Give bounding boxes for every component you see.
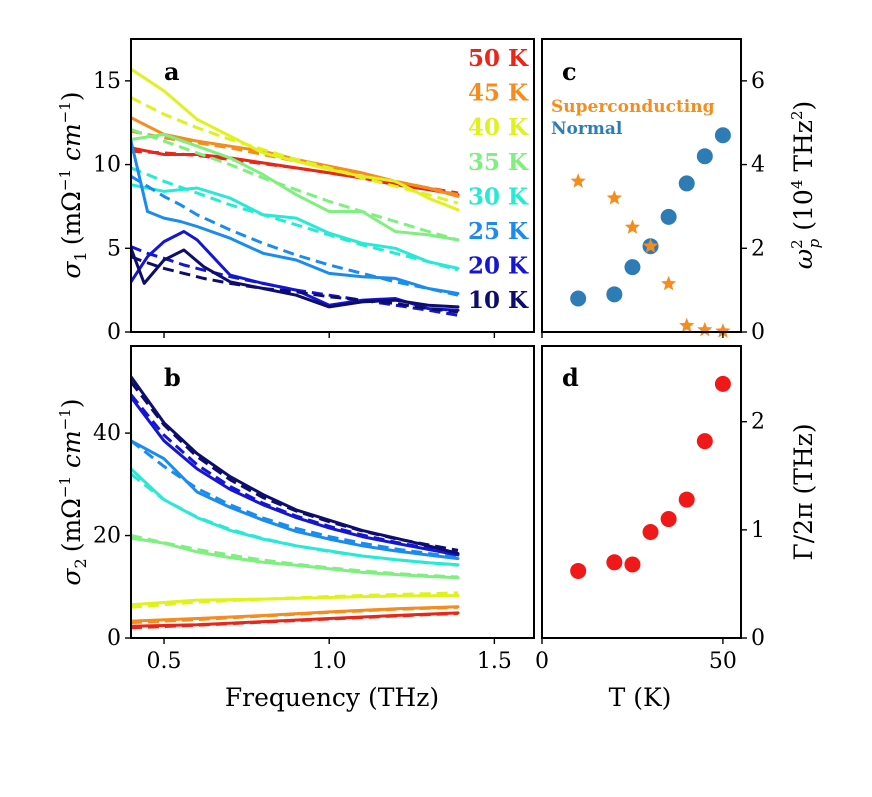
panel-d-xtick-label-0: 0 <box>535 649 549 674</box>
superconducting-point-6 <box>697 321 713 337</box>
panel-b-xtick-label-1: 1.0 <box>312 649 347 674</box>
panel-b-line-35k <box>131 536 460 580</box>
legend-temp-40k: 40 K <box>468 114 529 141</box>
normal-point-0 <box>570 290 587 307</box>
legend-superconducting: Superconducting <box>551 97 715 117</box>
panel-b-xtick-label-0: 0.5 <box>147 649 182 674</box>
panel-c-letter: c <box>562 57 577 86</box>
panel-c-ylabel: ω2p(104 THz2) <box>788 101 823 270</box>
panel-a-ytick-label-0: 0 <box>107 320 121 345</box>
panel-b-letter: b <box>164 363 181 392</box>
panel-b: 0 20 40 0.5 1.0 1.5 b σ2(mΩ−1 cm−1) Frequency… <box>56 345 535 712</box>
panel-a-ytick-label-1: 5 <box>107 236 121 261</box>
panel-b-xlabel: Frequency (THz) <box>225 683 439 712</box>
panel-d-ytick-label-0: 0 <box>751 626 765 651</box>
legend-temp-25k: 25 K <box>468 218 529 245</box>
panel-a-frame <box>130 38 535 333</box>
panel-a-ytick-label-3: 15 <box>93 69 121 94</box>
gamma-point-2 <box>624 556 641 573</box>
panel-a-line-10k <box>131 246 460 309</box>
panel-a-fit-25k <box>131 175 459 297</box>
panel-a: 0 5 10 15 a 50 K 45 K 40 K 35 K 30 K 25 K 20 K 10 … <box>56 38 535 345</box>
gamma-point-0 <box>570 562 587 579</box>
panel-c-ytick-label-2: 4 <box>751 153 765 178</box>
panel-c-frame <box>541 38 742 333</box>
gamma-point-6 <box>696 433 713 450</box>
gamma-point-7 <box>714 375 731 392</box>
temperature-legend: 50 K 45 K 40 K 35 K 30 K 25 K 20 K 10 K <box>468 45 529 314</box>
panel-b-line-30k <box>131 467 460 567</box>
panel-a-line-20k <box>131 230 460 312</box>
legend-temp-20k: 20 K <box>468 253 529 280</box>
panel-b-line-50k <box>131 611 460 628</box>
superconducting-point-0 <box>570 173 586 188</box>
panel-d-ytick-label-1: 1 <box>751 518 765 543</box>
legend-temp-30k: 30 K <box>468 183 529 210</box>
panel-b-ylabel: σ2(mΩ−1 cm−1) <box>56 398 90 585</box>
legend-normal: Normal <box>551 119 623 139</box>
panel-d-ylabel: Γ/2π (THz) <box>789 423 818 560</box>
panel-a-line-45k <box>131 116 460 198</box>
gamma-point-5 <box>678 491 695 508</box>
panel-b-frame <box>130 345 535 639</box>
panel-a-line-25k <box>131 139 460 295</box>
panel-a-ylabel: σ1(mΩ−1 cm−1) <box>56 91 90 278</box>
panel-b-ytick-label-2: 40 <box>93 421 121 446</box>
normal-point-1 <box>606 286 623 303</box>
normal-point-6 <box>696 148 713 165</box>
panel-c-ytick-label-0: 0 <box>751 320 765 345</box>
panel-a-fit-35k <box>131 127 459 242</box>
panel-b-line-10k <box>131 375 460 555</box>
panel-c-ytick-label-3: 6 <box>751 69 765 94</box>
panel-d-xtick-label-1: 50 <box>709 649 737 674</box>
gamma-point-1 <box>606 554 623 571</box>
panel-a-fit-40k <box>131 96 459 205</box>
panel-d-frame <box>541 345 742 639</box>
panel-c-ytick-label-1: 2 <box>751 236 765 261</box>
panel-a-letter: a <box>164 57 180 86</box>
normal-point-4 <box>660 208 677 225</box>
normal-point-5 <box>678 175 695 192</box>
superconducting-point-7 <box>715 323 731 338</box>
panel-d-xlabel: T (K) <box>609 683 672 712</box>
panel-b-ytick-label-0: 0 <box>107 626 121 651</box>
panel-d-ytick-label-2: 2 <box>751 410 765 435</box>
panel-b-line-20k <box>131 395 460 557</box>
legend-temp-50k: 50 K <box>468 45 529 72</box>
panel-b-line-45k <box>131 605 460 623</box>
panel-b-xtick-label-2: 1.5 <box>477 649 512 674</box>
panel-b-fit-40k <box>131 591 459 609</box>
gamma-point-4 <box>660 511 677 528</box>
legend-temp-35k: 35 K <box>468 149 529 176</box>
panel-a-line-30k <box>131 183 460 270</box>
legend-temp-45k: 45 K <box>468 80 529 107</box>
normal-point-2 <box>624 259 641 276</box>
superconducting-point-3 <box>642 238 659 253</box>
superconducting-point-1 <box>606 190 622 205</box>
panel-c: 0 2 4 6 c Superconducting Normal ω2p(104 TH… <box>541 38 823 345</box>
legend-temp-10k: 10 K <box>468 287 529 314</box>
panel-b-line-25k <box>131 439 460 561</box>
panel-d: 0 1 2 0 50 d Γ/2π (THz) T (K) <box>535 345 818 712</box>
panel-d-letter: d <box>562 363 579 392</box>
panel-b-ytick-label-1: 20 <box>93 524 121 549</box>
normal-point-7 <box>714 127 731 144</box>
panel-a-line-35k <box>131 132 460 242</box>
superconducting-point-5 <box>679 317 695 333</box>
panel-b-fit-10k <box>131 380 459 552</box>
gamma-point-3 <box>642 524 659 541</box>
panel-a-line-40k <box>131 67 460 212</box>
panel-a-ytick-label-2: 10 <box>93 153 121 178</box>
panel-b-line-40k <box>131 594 460 607</box>
superconducting-point-4 <box>661 275 677 291</box>
superconducting-point-2 <box>624 219 641 234</box>
